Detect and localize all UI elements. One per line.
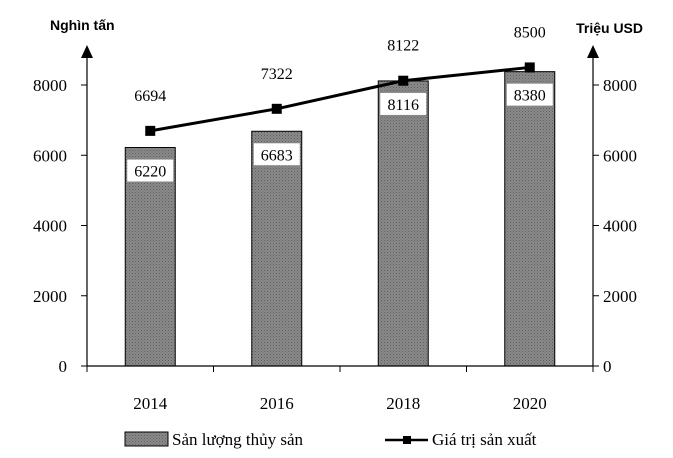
line-value-label: 7322 bbox=[261, 66, 293, 83]
left-axis-title: Nghìn tấn bbox=[50, 17, 115, 33]
line-marker-2014 bbox=[145, 125, 156, 136]
x-tick-label: 2014 bbox=[133, 394, 168, 413]
bar-value-label: 8116 bbox=[388, 97, 419, 114]
right-tick-label: 4000 bbox=[603, 217, 637, 236]
line-value-label: 6694 bbox=[134, 88, 166, 105]
legend: Sản lượng thủy sản Giá trị sản xuất bbox=[124, 430, 537, 449]
bar-value-label: 6683 bbox=[261, 147, 293, 164]
right-tick-label: 2000 bbox=[603, 287, 637, 306]
bar-2018 bbox=[377, 80, 429, 367]
legend-bar-label: Sản lượng thủy sản bbox=[172, 430, 304, 449]
bar-series bbox=[124, 71, 556, 367]
bar-label-box bbox=[127, 159, 174, 182]
line-series bbox=[145, 62, 535, 136]
bar-2014 bbox=[124, 147, 176, 367]
line-marker-2020 bbox=[524, 62, 535, 73]
right-tick-label: 8000 bbox=[603, 76, 637, 95]
legend-line-marker bbox=[403, 436, 411, 444]
bar-value-label: 6220 bbox=[134, 164, 166, 181]
legend-line-label: Giá trị sản xuất bbox=[432, 430, 537, 449]
left-tick-label: 0 bbox=[59, 357, 68, 376]
right-tick-label: 0 bbox=[603, 357, 612, 376]
left-tick-label: 2000 bbox=[33, 287, 67, 306]
left-axis-arrow bbox=[81, 45, 93, 58]
left-tick-label: 4000 bbox=[33, 217, 67, 236]
bar-label-box bbox=[380, 92, 427, 115]
right-axis-title: Triệu USD bbox=[576, 20, 643, 36]
right-axis-arrow bbox=[587, 45, 599, 58]
line-marker-2018 bbox=[398, 75, 409, 86]
bar-label-box bbox=[506, 83, 553, 106]
line-value-label: 8500 bbox=[514, 24, 546, 41]
x-tick-label: 2020 bbox=[513, 394, 547, 413]
x-tick-label: 2018 bbox=[386, 394, 420, 413]
bar-value-label: 8380 bbox=[514, 88, 546, 105]
right-tick-label: 6000 bbox=[603, 146, 637, 165]
data-labels: 6694 7322 8122 8500 6220 6683 8116 8380 bbox=[127, 24, 553, 182]
x-tick-label: 2016 bbox=[260, 394, 294, 413]
bar-label-box bbox=[253, 143, 300, 166]
line-path bbox=[149, 65, 530, 133]
bar-2020 bbox=[504, 71, 556, 367]
bar-2016 bbox=[251, 130, 303, 367]
axes: 0 2000 4000 6000 8000 0 2000 4000 6000 8000 2014 20… bbox=[33, 45, 637, 413]
left-tick-label: 6000 bbox=[33, 146, 67, 165]
line-value-label: 8122 bbox=[387, 38, 419, 55]
line-marker-2016 bbox=[271, 103, 282, 114]
legend-bar-swatch bbox=[124, 431, 169, 447]
left-tick-label: 8000 bbox=[33, 76, 67, 95]
